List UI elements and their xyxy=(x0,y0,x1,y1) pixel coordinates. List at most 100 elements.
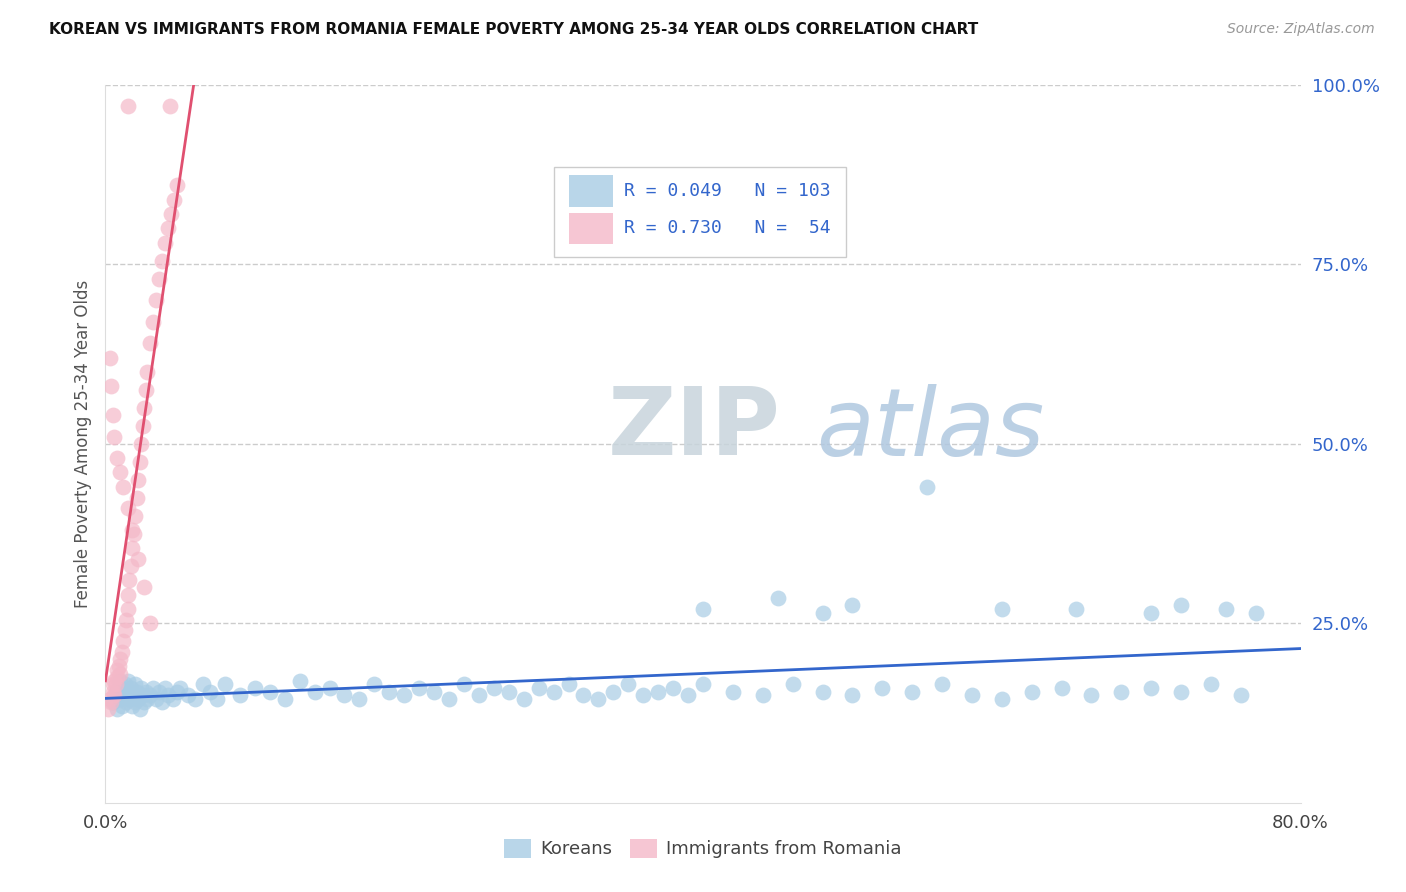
Point xyxy=(766,591,789,606)
Point xyxy=(104,684,127,698)
Point xyxy=(751,688,773,702)
Point xyxy=(124,677,146,691)
Point xyxy=(128,702,150,716)
Point xyxy=(136,691,159,706)
Point xyxy=(104,677,127,691)
Point xyxy=(110,652,132,666)
Point xyxy=(112,688,135,702)
Point xyxy=(114,677,136,691)
Point xyxy=(721,684,744,698)
Point xyxy=(437,691,460,706)
Point xyxy=(527,681,550,695)
Point xyxy=(304,684,326,698)
Point xyxy=(1080,688,1102,702)
Point xyxy=(118,691,141,706)
Point xyxy=(1140,681,1163,695)
Point xyxy=(378,684,401,698)
Point xyxy=(112,634,135,648)
Point xyxy=(139,688,162,702)
Point xyxy=(115,613,138,627)
Point xyxy=(157,221,180,235)
Point xyxy=(129,436,153,450)
Point xyxy=(125,684,148,698)
Point xyxy=(108,681,131,695)
Point xyxy=(114,624,136,638)
Point xyxy=(1170,599,1192,613)
Point xyxy=(110,691,132,706)
Point xyxy=(110,673,132,688)
Point xyxy=(163,193,186,207)
Point xyxy=(169,681,191,695)
Point xyxy=(453,677,475,691)
Point xyxy=(136,365,159,379)
Point xyxy=(692,677,714,691)
Point xyxy=(124,695,146,709)
Point xyxy=(117,673,139,688)
Point xyxy=(617,677,640,691)
Point xyxy=(811,606,834,620)
Point xyxy=(118,573,141,587)
Point xyxy=(132,418,155,433)
Point xyxy=(915,480,938,494)
Point xyxy=(157,688,180,702)
Point xyxy=(647,684,669,698)
Point xyxy=(128,455,150,469)
Point xyxy=(139,616,162,631)
Point xyxy=(103,429,125,443)
Point xyxy=(782,677,804,691)
Point xyxy=(142,315,165,329)
Point xyxy=(901,684,924,698)
Point xyxy=(124,508,146,523)
Point xyxy=(103,688,125,702)
Point xyxy=(363,677,385,691)
Point xyxy=(543,684,565,698)
Point xyxy=(148,684,170,698)
Point xyxy=(134,695,156,709)
Point xyxy=(1111,684,1133,698)
Point xyxy=(115,695,138,709)
Point xyxy=(513,691,536,706)
Point xyxy=(184,691,207,706)
Text: atlas: atlas xyxy=(817,384,1045,475)
Point xyxy=(125,491,148,505)
Point xyxy=(243,681,266,695)
Point xyxy=(960,688,983,702)
Point xyxy=(121,698,143,713)
Point xyxy=(101,684,124,698)
Point xyxy=(135,684,157,698)
Point xyxy=(676,688,699,702)
FancyBboxPatch shape xyxy=(554,168,846,257)
Point xyxy=(572,688,595,702)
Point xyxy=(1140,606,1163,620)
Legend: Koreans, Immigrants from Romania: Koreans, Immigrants from Romania xyxy=(496,831,910,865)
Point xyxy=(408,681,430,695)
Point xyxy=(633,688,655,702)
Point xyxy=(155,235,177,250)
Point xyxy=(145,293,167,307)
Point xyxy=(159,99,181,113)
FancyBboxPatch shape xyxy=(569,212,613,244)
Point xyxy=(101,408,124,422)
Point xyxy=(468,688,491,702)
Point xyxy=(273,691,295,706)
Point xyxy=(103,673,125,688)
Point xyxy=(229,688,252,702)
Point xyxy=(148,271,170,285)
Point xyxy=(841,688,863,702)
Y-axis label: Female Poverty Among 25-34 Year Olds: Female Poverty Among 25-34 Year Olds xyxy=(73,280,91,607)
Point xyxy=(872,681,894,695)
Point xyxy=(117,602,139,616)
Point xyxy=(423,684,446,698)
Point xyxy=(120,558,142,573)
Point xyxy=(97,702,120,716)
Point xyxy=(557,677,579,691)
Point xyxy=(990,691,1012,706)
Point xyxy=(841,599,863,613)
Point xyxy=(1229,688,1253,702)
Point xyxy=(602,684,624,698)
Point xyxy=(132,688,155,702)
Point xyxy=(1215,602,1237,616)
Point xyxy=(692,602,714,616)
Point xyxy=(662,681,685,695)
Point xyxy=(155,681,177,695)
